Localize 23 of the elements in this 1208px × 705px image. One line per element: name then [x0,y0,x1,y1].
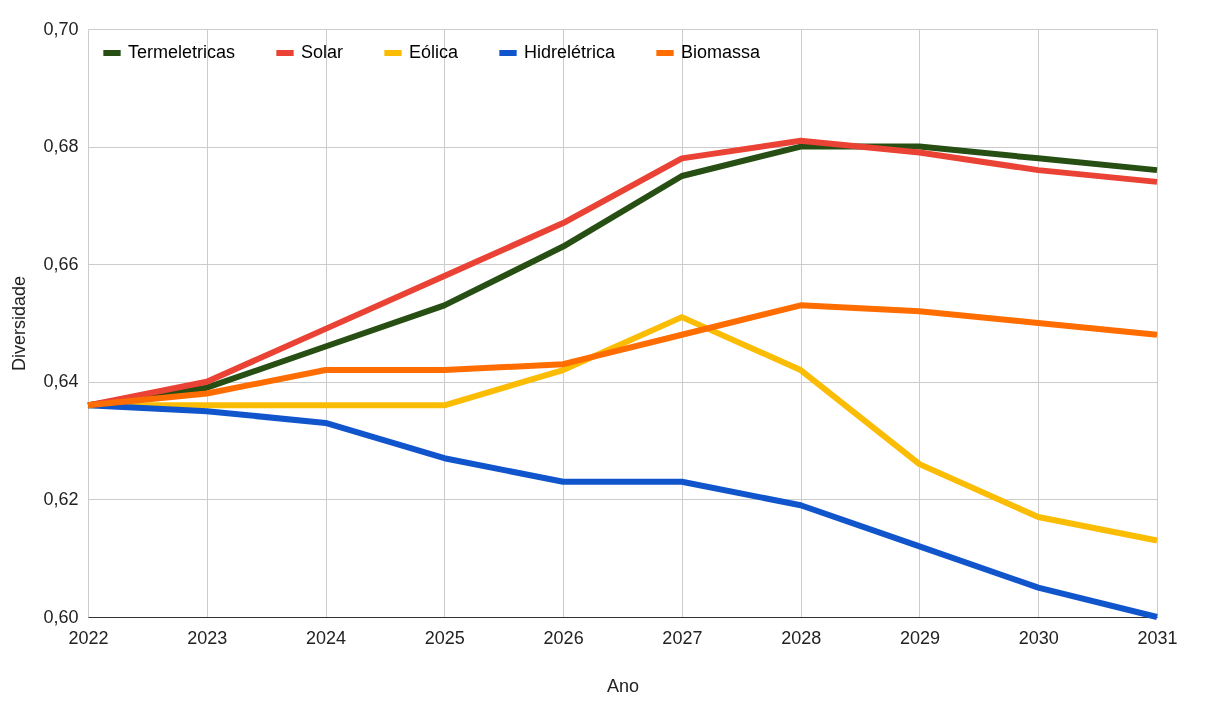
legend-label: Biomassa [681,42,762,62]
x-tick-label: 2030 [1018,627,1059,648]
x-tick-label: 2028 [781,627,822,648]
legend-label: Hidrelétrica [524,42,617,62]
legend-label: Solar [301,42,344,62]
y-axis-title: Diversidade [9,275,30,372]
y-tick-label: 0,64 [43,371,79,392]
x-tick-label: 2024 [306,627,347,648]
y-tick-label: 0,70 [43,18,79,39]
x-tick-label: 2029 [899,627,940,648]
x-tick-label: 2025 [424,627,465,648]
legend-label: Eólica [409,42,460,62]
x-tick-label: 2022 [68,627,109,648]
y-tick-label: 0,60 [43,606,79,627]
y-tick-label: 0,66 [43,253,79,274]
x-tick-label: 2027 [662,627,703,648]
x-tick-label: 2023 [187,627,228,648]
y-tick-label: 0,68 [43,136,79,157]
x-axis-title: Ano [606,675,640,696]
y-tick-label: 0,62 [43,488,79,509]
x-tick-label: 2031 [1137,627,1178,648]
x-tick-label: 2026 [543,627,584,648]
legend-label: Termeletricas [128,42,236,62]
